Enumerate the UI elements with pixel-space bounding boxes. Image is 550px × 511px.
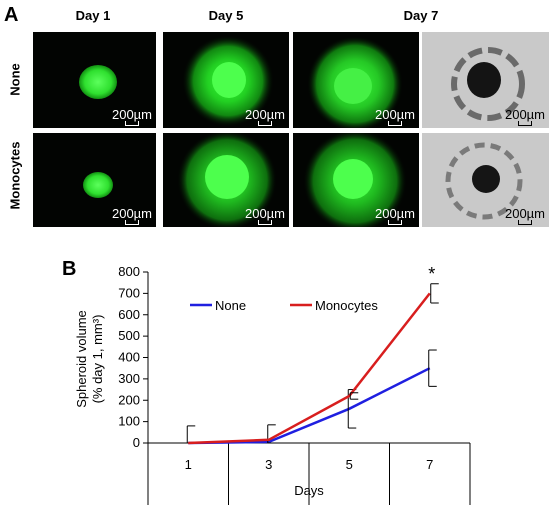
y-tick-label: 600 <box>118 307 140 322</box>
micrograph-none-day7: 200µm <box>293 32 419 128</box>
micrograph-none-day1: 200µm <box>33 32 156 128</box>
scale-bar: 200µm <box>505 207 545 225</box>
chart-legend: None Monocytes <box>190 298 378 313</box>
y-tick-label: 100 <box>118 414 140 429</box>
scale-bar: 200µm <box>245 207 285 225</box>
legend-label: None <box>215 298 246 313</box>
x-tick-label: 3 <box>265 457 272 472</box>
column-label-day1: Day 1 <box>75 8 111 23</box>
brightfield-monocytes-day7: 200µm <box>422 133 549 227</box>
legend-label: Monocytes <box>315 298 378 313</box>
y-tick-label: 200 <box>118 392 140 407</box>
y-axis-label-line2: (% day 1, mm³) <box>90 315 105 404</box>
micrograph-none-day5: 200µm <box>163 32 289 128</box>
y-axis-label-line1: Spheroid volume <box>74 310 89 408</box>
scale-bar: 200µm <box>112 108 152 126</box>
y-tick-label: 0 <box>133 435 140 450</box>
panel-b-letter: B <box>62 258 77 280</box>
column-label-day5: Day 5 <box>208 8 244 23</box>
x-tick-label: 7 <box>426 457 433 472</box>
series-line-monocytes <box>188 292 431 445</box>
micrograph-monocytes-day7: 200µm <box>293 133 419 227</box>
row-label-monocytes: Monocytes <box>7 141 23 210</box>
y-tick-label: 400 <box>118 350 140 365</box>
micrograph-monocytes-day5: 200µm <box>163 133 289 227</box>
scale-bar: 200µm <box>245 108 285 126</box>
micrograph-monocytes-day1: 200µm <box>33 133 156 227</box>
y-tick-label: 300 <box>118 371 140 386</box>
y-tick-label: 700 <box>118 285 140 300</box>
y-tick-label: 500 <box>118 328 140 343</box>
column-label-day7: Day 7 <box>403 8 439 23</box>
y-tick-label: 800 <box>118 264 140 279</box>
brightfield-none-day7: 200µm <box>422 32 549 128</box>
row-label-none: None <box>7 63 23 96</box>
x-tick-label: 1 <box>185 457 192 472</box>
panel-a-letter: A <box>4 4 19 26</box>
line-chart: 0 100 200 300 400 500 600 700 800 1 3 5 7 None Monocy… <box>74 264 471 505</box>
x-axis-label: Days <box>294 483 324 498</box>
significance-asterisk: * <box>428 264 435 284</box>
x-tick-label: 5 <box>346 457 353 472</box>
scale-bar: 200µm <box>112 207 152 225</box>
chart-axes: 0 100 200 300 400 500 600 700 800 1 3 5 7 <box>118 264 471 505</box>
scale-bar: 200µm <box>375 207 415 225</box>
scale-bar: 200µm <box>505 108 545 126</box>
series-line-none <box>188 367 431 445</box>
scale-bar: 200µm <box>375 108 415 126</box>
chart-series <box>186 283 439 445</box>
